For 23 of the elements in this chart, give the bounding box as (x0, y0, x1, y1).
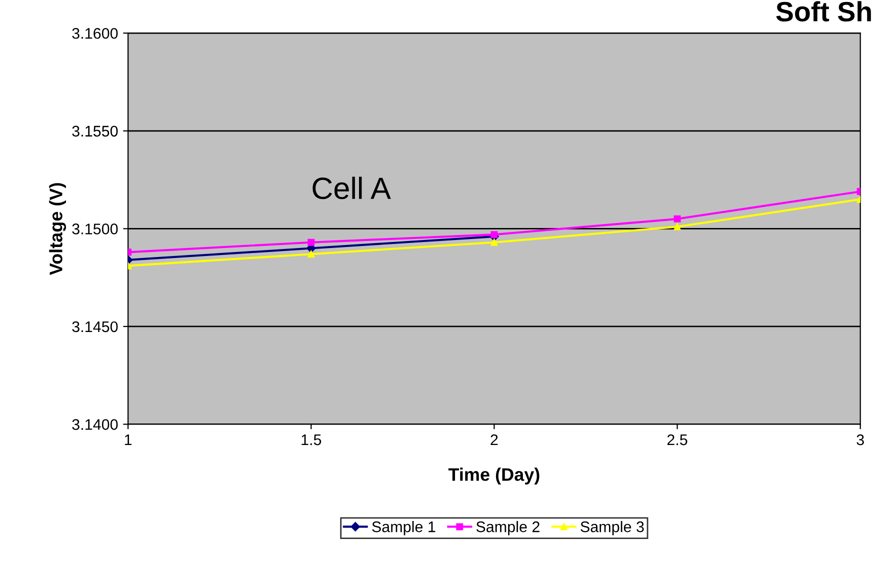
x-axis-title: Time (Day) (448, 468, 540, 484)
legend-label: Sample 1 (372, 520, 436, 536)
x-tick-label: 1 (124, 434, 132, 446)
point (308, 250, 315, 258)
legend-label: Sample 2 (476, 520, 540, 536)
x-tick-label: 2.5 (667, 434, 688, 446)
point (674, 215, 681, 222)
y-axis-title: Voltage (V) (49, 183, 66, 276)
y-tick-label: 3.1600 (72, 28, 118, 39)
point (490, 238, 498, 246)
y-tick-label: 3.1400 (72, 419, 118, 430)
point (308, 238, 315, 246)
text: Soft Sh (776, 1, 871, 22)
x-tick-label: 3 (856, 434, 864, 446)
annotation: Cell A (312, 176, 391, 200)
y-tick-label: 3.1450 (72, 321, 118, 332)
y-tick-label: 3.1500 (72, 224, 118, 234)
point (674, 223, 681, 230)
x-tick-label: 1.5 (302, 434, 322, 446)
y-tick-label: 3.1550 (72, 126, 118, 137)
x-tick-label: 2 (490, 434, 498, 446)
legend-label: Sample 3 (580, 520, 644, 536)
point (490, 231, 498, 238)
